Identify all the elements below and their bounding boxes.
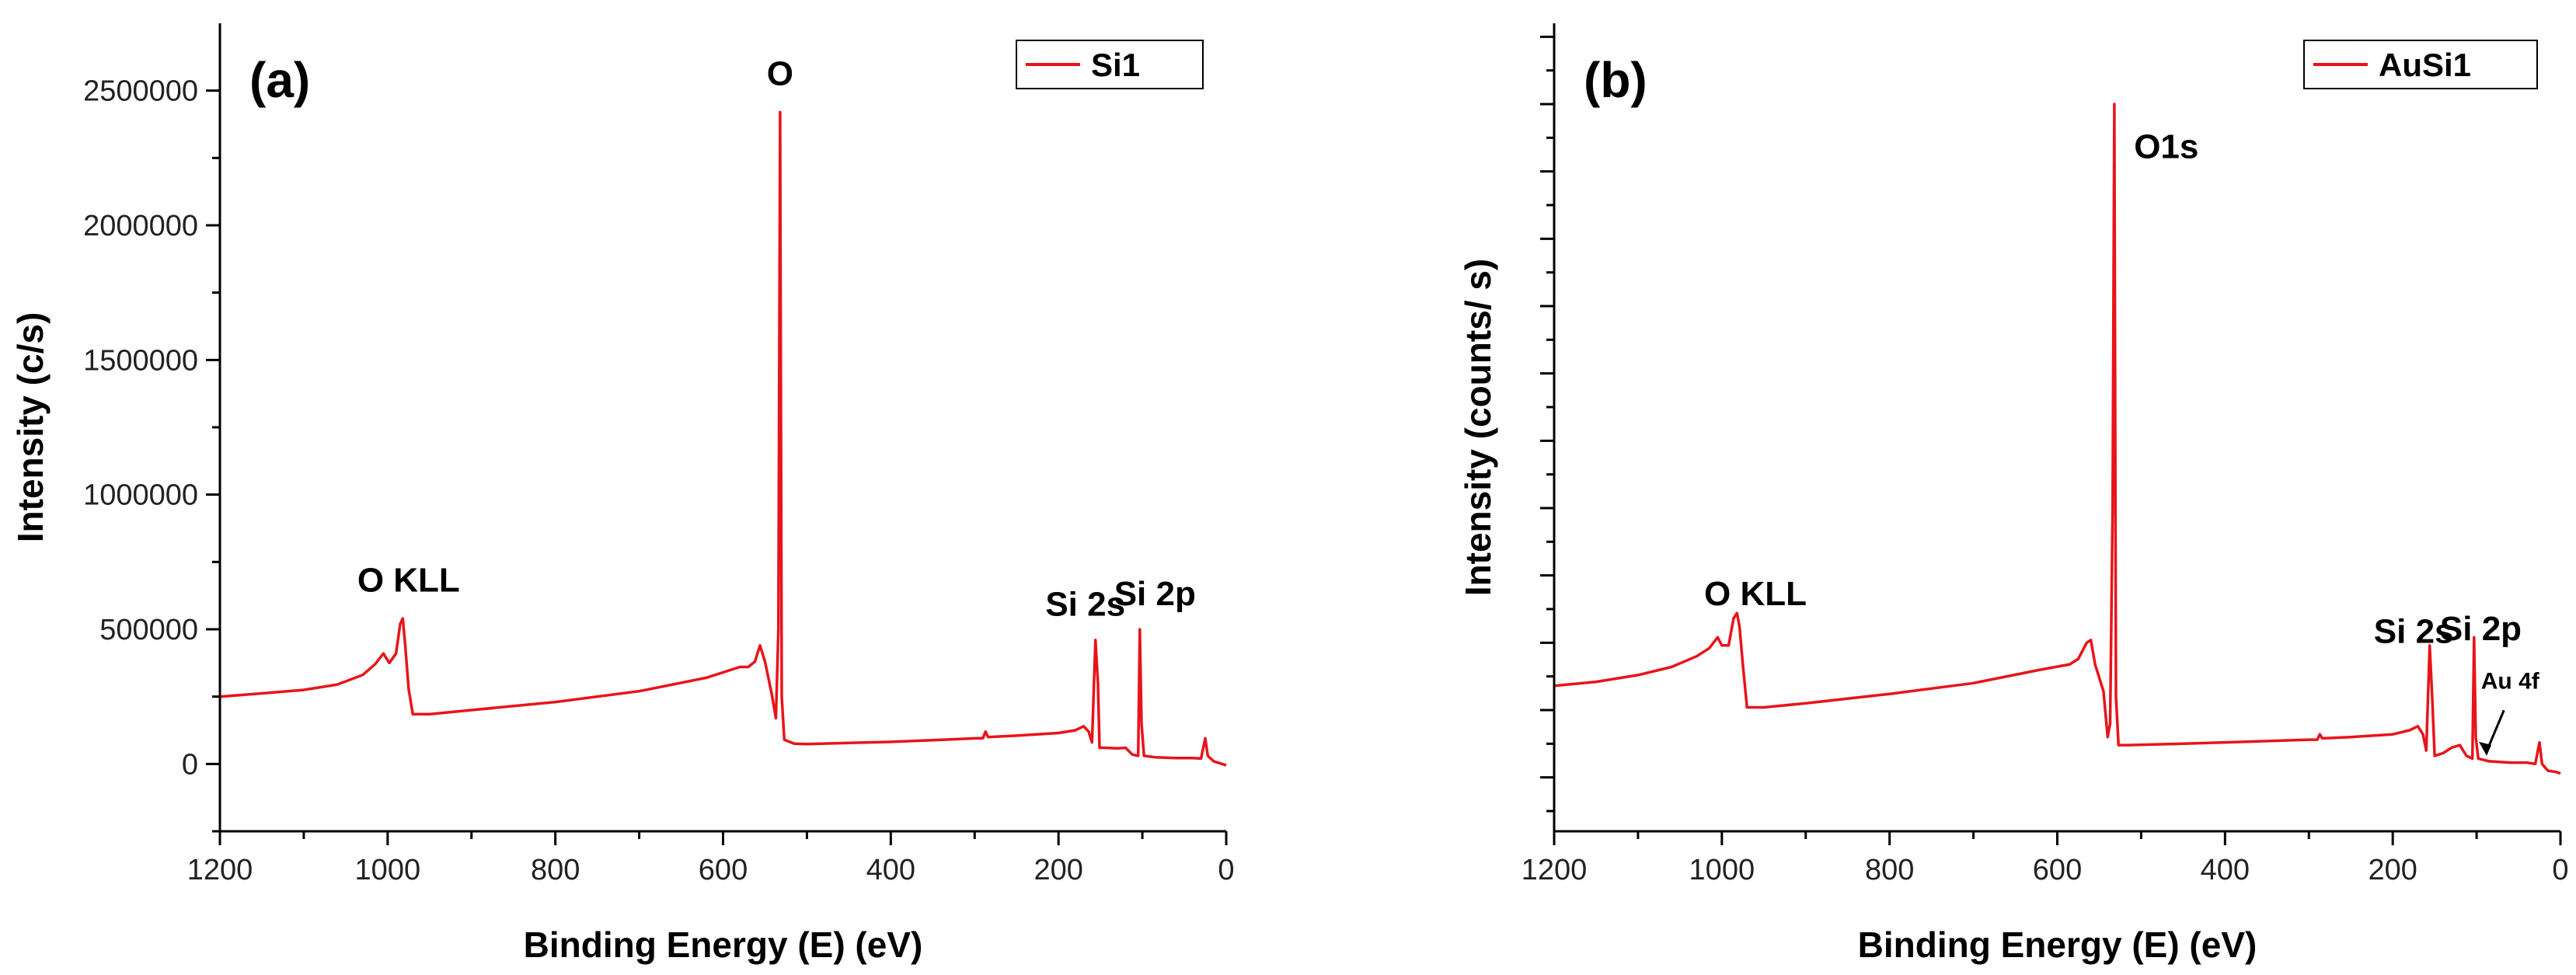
- y-tick-label: 0: [182, 748, 198, 781]
- x-axis-title: Binding Energy (E) (eV): [524, 925, 923, 965]
- series-line-si1: [219, 110, 1227, 767]
- peak-label: Si 2s: [2374, 612, 2454, 650]
- chart-panel-a: 1200 1000 800 600 400 200 0 0 500000 1000000 15000…: [10, 23, 1235, 965]
- legend-label: AuSi1: [2379, 47, 2471, 83]
- x-tick-label: 800: [1865, 854, 1914, 886]
- y-axis-title: Intensity (counts/ s): [1458, 259, 1498, 596]
- y-axis-title: Intensity (c/s): [10, 312, 51, 543]
- peak-label: Si 2s: [1045, 586, 1125, 624]
- peak-label: Au 4f: [2481, 668, 2540, 694]
- y-tick-label: 1500000: [83, 344, 198, 377]
- annotation-arrow: [2485, 709, 2505, 752]
- y-tick-label: 1000000: [83, 479, 198, 512]
- x-tick-label: 0: [1218, 854, 1234, 886]
- legend: AuSi1: [2303, 40, 2538, 89]
- panel-label: (b): [1584, 52, 1647, 108]
- annotation-arrowhead: [2479, 741, 2492, 756]
- chart-panel-b: 1200 1000 800 600 400 200 0 Binding Energy (E) …: [1458, 23, 2569, 965]
- peak-label: Si 2p: [1114, 575, 1196, 613]
- x-tick-label: 600: [2033, 854, 2082, 886]
- y-tick-label: 2000000: [83, 210, 198, 242]
- y-tick-label: 500000: [99, 614, 198, 646]
- x-tick-label: 200: [2368, 854, 2417, 886]
- x-tick-label: 0: [2552, 854, 2568, 886]
- x-tick-label: 1000: [1689, 854, 1755, 886]
- x-tick-label: 1200: [1522, 854, 1588, 886]
- x-tick-label: 800: [531, 854, 580, 886]
- x-tick-label: 1200: [187, 854, 253, 886]
- x-tick-label: 200: [1034, 854, 1082, 886]
- series-line-ausi1: [1553, 103, 2561, 775]
- y-tick-label: 2500000: [83, 75, 198, 108]
- x-tick-label: 400: [2201, 854, 2250, 886]
- peak-label: O: [767, 55, 793, 93]
- x-tick-label: 1000: [355, 854, 421, 886]
- legend-label: Si1: [1091, 47, 1140, 83]
- peak-label: O1s: [2134, 127, 2198, 165]
- peak-label: Si 2p: [2440, 610, 2522, 648]
- legend: Si1: [1016, 40, 1204, 89]
- x-axis-title: Binding Energy (E) (eV): [1858, 925, 2257, 965]
- x-tick-label: 400: [866, 854, 915, 886]
- peak-label: O KLL: [1704, 575, 1807, 613]
- x-tick-label: 600: [699, 854, 748, 886]
- panel-label: (a): [249, 52, 310, 108]
- peak-label: O KLL: [357, 561, 460, 599]
